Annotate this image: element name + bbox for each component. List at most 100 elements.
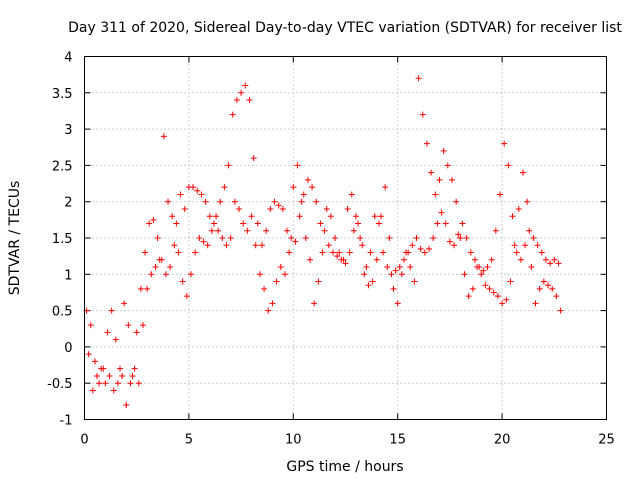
data-point <box>244 227 251 234</box>
data-point <box>434 220 441 227</box>
chart-title: Day 311 of 2020, Sidereal Day-to-day VTE… <box>68 20 622 36</box>
data-point <box>365 282 372 289</box>
data-point <box>444 162 451 169</box>
data-point <box>392 267 399 274</box>
data-point <box>181 205 188 212</box>
data-point <box>261 285 268 292</box>
data-point <box>499 300 506 307</box>
data-point <box>492 227 499 234</box>
data-point <box>204 242 211 249</box>
data-point <box>551 256 558 263</box>
y-axis-ticks: -1 -0.5 0 0.5 1 1.5 2 2.5 3 3.5 4 <box>47 51 607 429</box>
data-point <box>363 264 370 271</box>
data-point <box>300 191 307 198</box>
data-point <box>438 209 445 216</box>
data-point <box>494 293 501 300</box>
data-point <box>419 111 426 118</box>
data-point <box>173 220 180 227</box>
data-point <box>488 256 495 263</box>
data-point <box>127 380 134 387</box>
data-point <box>440 147 447 154</box>
data-point <box>238 89 245 96</box>
data-point <box>426 245 433 252</box>
data-point <box>139 322 146 329</box>
data-point <box>296 213 303 220</box>
data-point <box>231 198 238 205</box>
data-point <box>123 401 130 408</box>
data-point <box>169 213 176 220</box>
data-point <box>542 256 549 263</box>
data-point <box>390 285 397 292</box>
data-point <box>482 282 489 289</box>
data-point <box>451 242 458 249</box>
data-point <box>202 198 209 205</box>
data-point <box>167 264 174 271</box>
x-tick-label: 20 <box>494 433 511 448</box>
data-point <box>474 264 481 271</box>
data-point <box>110 387 117 394</box>
data-point <box>423 140 430 147</box>
data-point <box>317 220 324 227</box>
data-point <box>250 155 257 162</box>
data-point <box>302 235 309 241</box>
data-point <box>196 235 203 241</box>
grid <box>84 56 607 420</box>
data-point <box>371 213 378 220</box>
data-point <box>208 227 215 234</box>
data-point <box>252 242 259 249</box>
data-point <box>340 256 347 263</box>
data-point <box>513 249 520 256</box>
data-point <box>108 307 115 314</box>
data-point <box>190 184 197 191</box>
data-points <box>83 75 564 408</box>
data-point <box>254 220 261 227</box>
data-point <box>457 235 464 241</box>
data-point <box>175 249 182 256</box>
data-point <box>505 162 512 169</box>
data-point <box>187 271 194 278</box>
data-point <box>377 213 384 220</box>
data-point <box>526 227 533 234</box>
data-point <box>528 264 535 271</box>
data-point <box>515 205 522 212</box>
data-point <box>382 184 389 191</box>
data-point <box>524 198 531 205</box>
data-point <box>286 249 293 256</box>
data-point <box>469 285 476 292</box>
data-point <box>463 235 470 241</box>
data-point <box>442 220 449 227</box>
data-point <box>359 242 366 249</box>
data-point <box>465 293 472 300</box>
data-point <box>369 278 376 285</box>
data-point <box>361 271 368 278</box>
data-point <box>284 227 291 234</box>
data-point <box>263 227 270 234</box>
data-point <box>332 235 339 241</box>
data-point <box>256 271 263 278</box>
data-point <box>152 264 159 271</box>
y-tick-label: -1 <box>60 414 73 429</box>
x-tick-label: 25 <box>598 433 615 448</box>
data-point <box>267 205 274 212</box>
data-point <box>210 220 217 227</box>
data-point <box>194 187 201 194</box>
data-point <box>388 271 395 278</box>
y-tick-label: 1 <box>64 268 72 283</box>
data-point <box>165 198 172 205</box>
data-point <box>217 198 224 205</box>
data-point <box>530 235 537 241</box>
data-point <box>98 365 105 372</box>
data-point <box>215 227 222 234</box>
data-point <box>490 289 497 296</box>
data-point <box>545 282 552 289</box>
data-point <box>179 278 186 285</box>
y-tick-label: 4 <box>64 51 72 66</box>
data-point <box>321 227 328 234</box>
data-point <box>430 235 437 241</box>
data-point <box>112 336 119 343</box>
data-point <box>242 82 249 89</box>
data-point <box>213 213 220 220</box>
data-point <box>511 242 518 249</box>
data-point <box>346 249 353 256</box>
data-point <box>221 184 228 191</box>
